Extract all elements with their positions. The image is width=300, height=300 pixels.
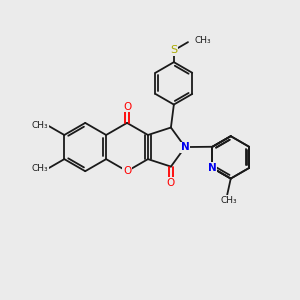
Text: N: N [208,163,217,173]
Text: S: S [170,45,177,56]
Text: O: O [123,166,131,176]
Text: CH₃: CH₃ [32,122,49,130]
Text: O: O [167,178,175,188]
Text: O: O [123,102,131,112]
Text: S: S [170,45,177,56]
Text: CH₃: CH₃ [220,196,237,205]
Text: N: N [181,142,190,152]
Text: CH₃: CH₃ [32,164,49,173]
Text: O: O [123,166,131,176]
Text: CH₃: CH₃ [194,36,211,45]
Text: N: N [208,163,217,173]
Text: O: O [123,102,131,112]
Text: O: O [167,178,175,188]
Text: N: N [181,142,190,152]
